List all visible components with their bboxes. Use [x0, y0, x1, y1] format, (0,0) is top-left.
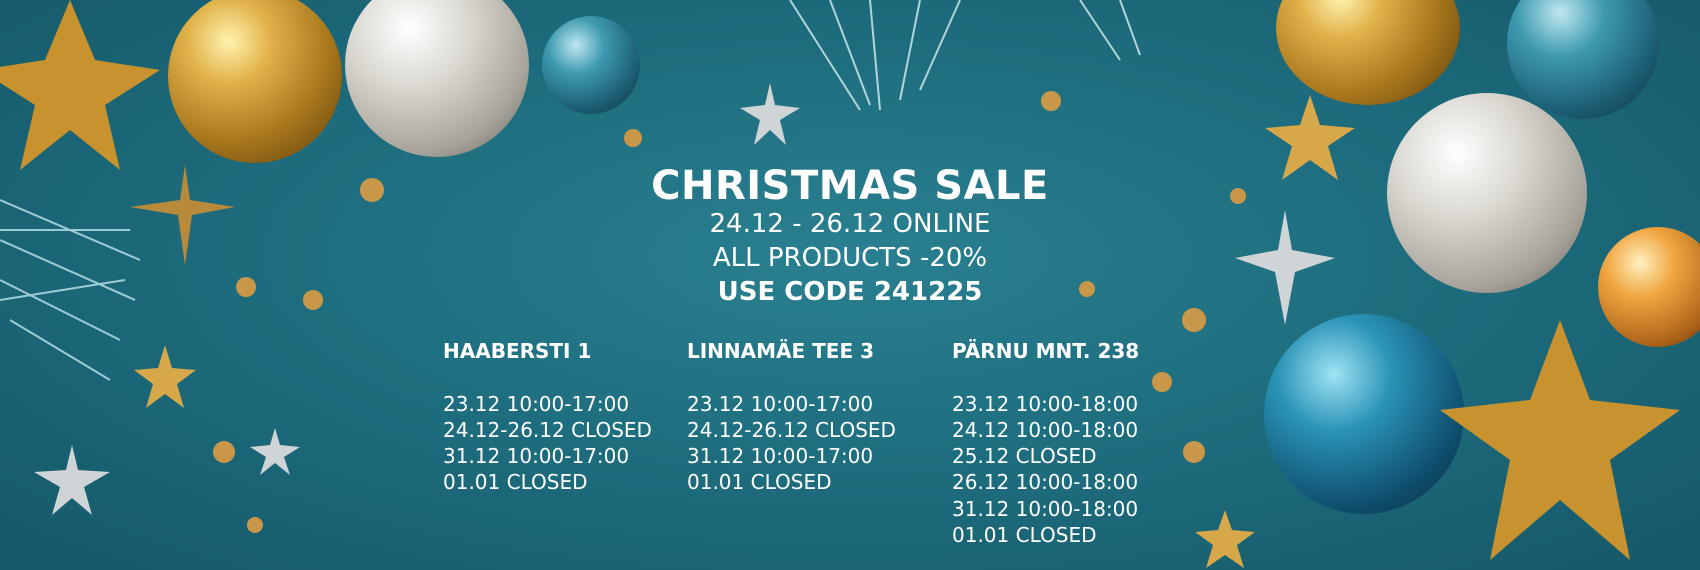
- silver-star-icon: [34, 445, 110, 515]
- gold-star-icon: [1195, 510, 1255, 568]
- silver-star-icon: [740, 83, 800, 145]
- orange-ornament-ball: [1598, 227, 1700, 347]
- hours-row: 24.12 10:00-18:00: [952, 417, 1139, 442]
- promo-code: USE CODE 241225: [717, 277, 983, 307]
- hours-row: 26.12 10:00-18:00: [952, 470, 1139, 495]
- tinsel-left: [0, 199, 141, 381]
- hours-row: 24.12-26.12 CLOSED: [687, 417, 896, 442]
- blue-ornament-ball: [1264, 314, 1464, 514]
- hours-row: 31.12 10:00-17:00: [443, 444, 630, 469]
- gold-star-icon: [1440, 320, 1680, 560]
- hours-row: 01.01 CLOSED: [687, 470, 832, 495]
- silver-ornament-ball: [345, 0, 529, 157]
- gold-star-icon: [134, 345, 196, 408]
- teal-ornament-ball: [1507, 0, 1659, 119]
- hours-row: 24.12-26.12 CLOSED: [443, 417, 652, 442]
- store-name: LINNAMÄE TEE 3: [687, 339, 874, 363]
- store-hours-linnamae: LINNAMÄE TEE 3 23.12 10:00-17:00 24.12-2…: [687, 338, 896, 496]
- store-hours-haabersti: HAABERSTI 1 23.12 10:00-17:00 24.12-26.1…: [443, 338, 652, 496]
- gold-glitter-dots: [213, 91, 1246, 533]
- banner-title: CHRISTMAS SALE: [651, 163, 1049, 209]
- store-name: PÄRNU MNT. 238: [952, 339, 1140, 363]
- silver-star-icon: [250, 428, 300, 475]
- store-name: HAABERSTI 1: [443, 339, 592, 363]
- silver-ornament-ball: [1387, 93, 1587, 293]
- hours-row: 25.12 CLOSED: [952, 444, 1097, 469]
- tinsel-top: [789, 0, 1141, 111]
- store-hours-parnu: PÄRNU MNT. 238 23.12 10:00-18:00 24.12 1…: [952, 338, 1139, 548]
- gold-star-icon: [0, 0, 160, 170]
- hours-row: 01.01 CLOSED: [443, 470, 588, 495]
- hours-row: 23.12 10:00-17:00: [443, 391, 630, 416]
- teal-ornament-ball: [542, 16, 640, 114]
- gold-star-icon: [130, 165, 235, 265]
- hours-row: 31.12 10:00-17:00: [687, 444, 874, 469]
- gold-ornament-ball: [168, 0, 342, 163]
- gold-star-icon: [1265, 95, 1355, 180]
- hours-row: 23.12 10:00-18:00: [952, 391, 1139, 416]
- online-sale-dates: 24.12 - 26.12 ONLINE: [709, 209, 991, 239]
- discount-text: ALL PRODUCTS -20%: [712, 243, 988, 273]
- hours-row: 31.12 10:00-18:00: [952, 496, 1139, 521]
- hours-row: 23.12 10:00-17:00: [687, 391, 874, 416]
- silver-star-icon: [1235, 210, 1335, 325]
- hours-row: 01.01 CLOSED: [952, 523, 1097, 548]
